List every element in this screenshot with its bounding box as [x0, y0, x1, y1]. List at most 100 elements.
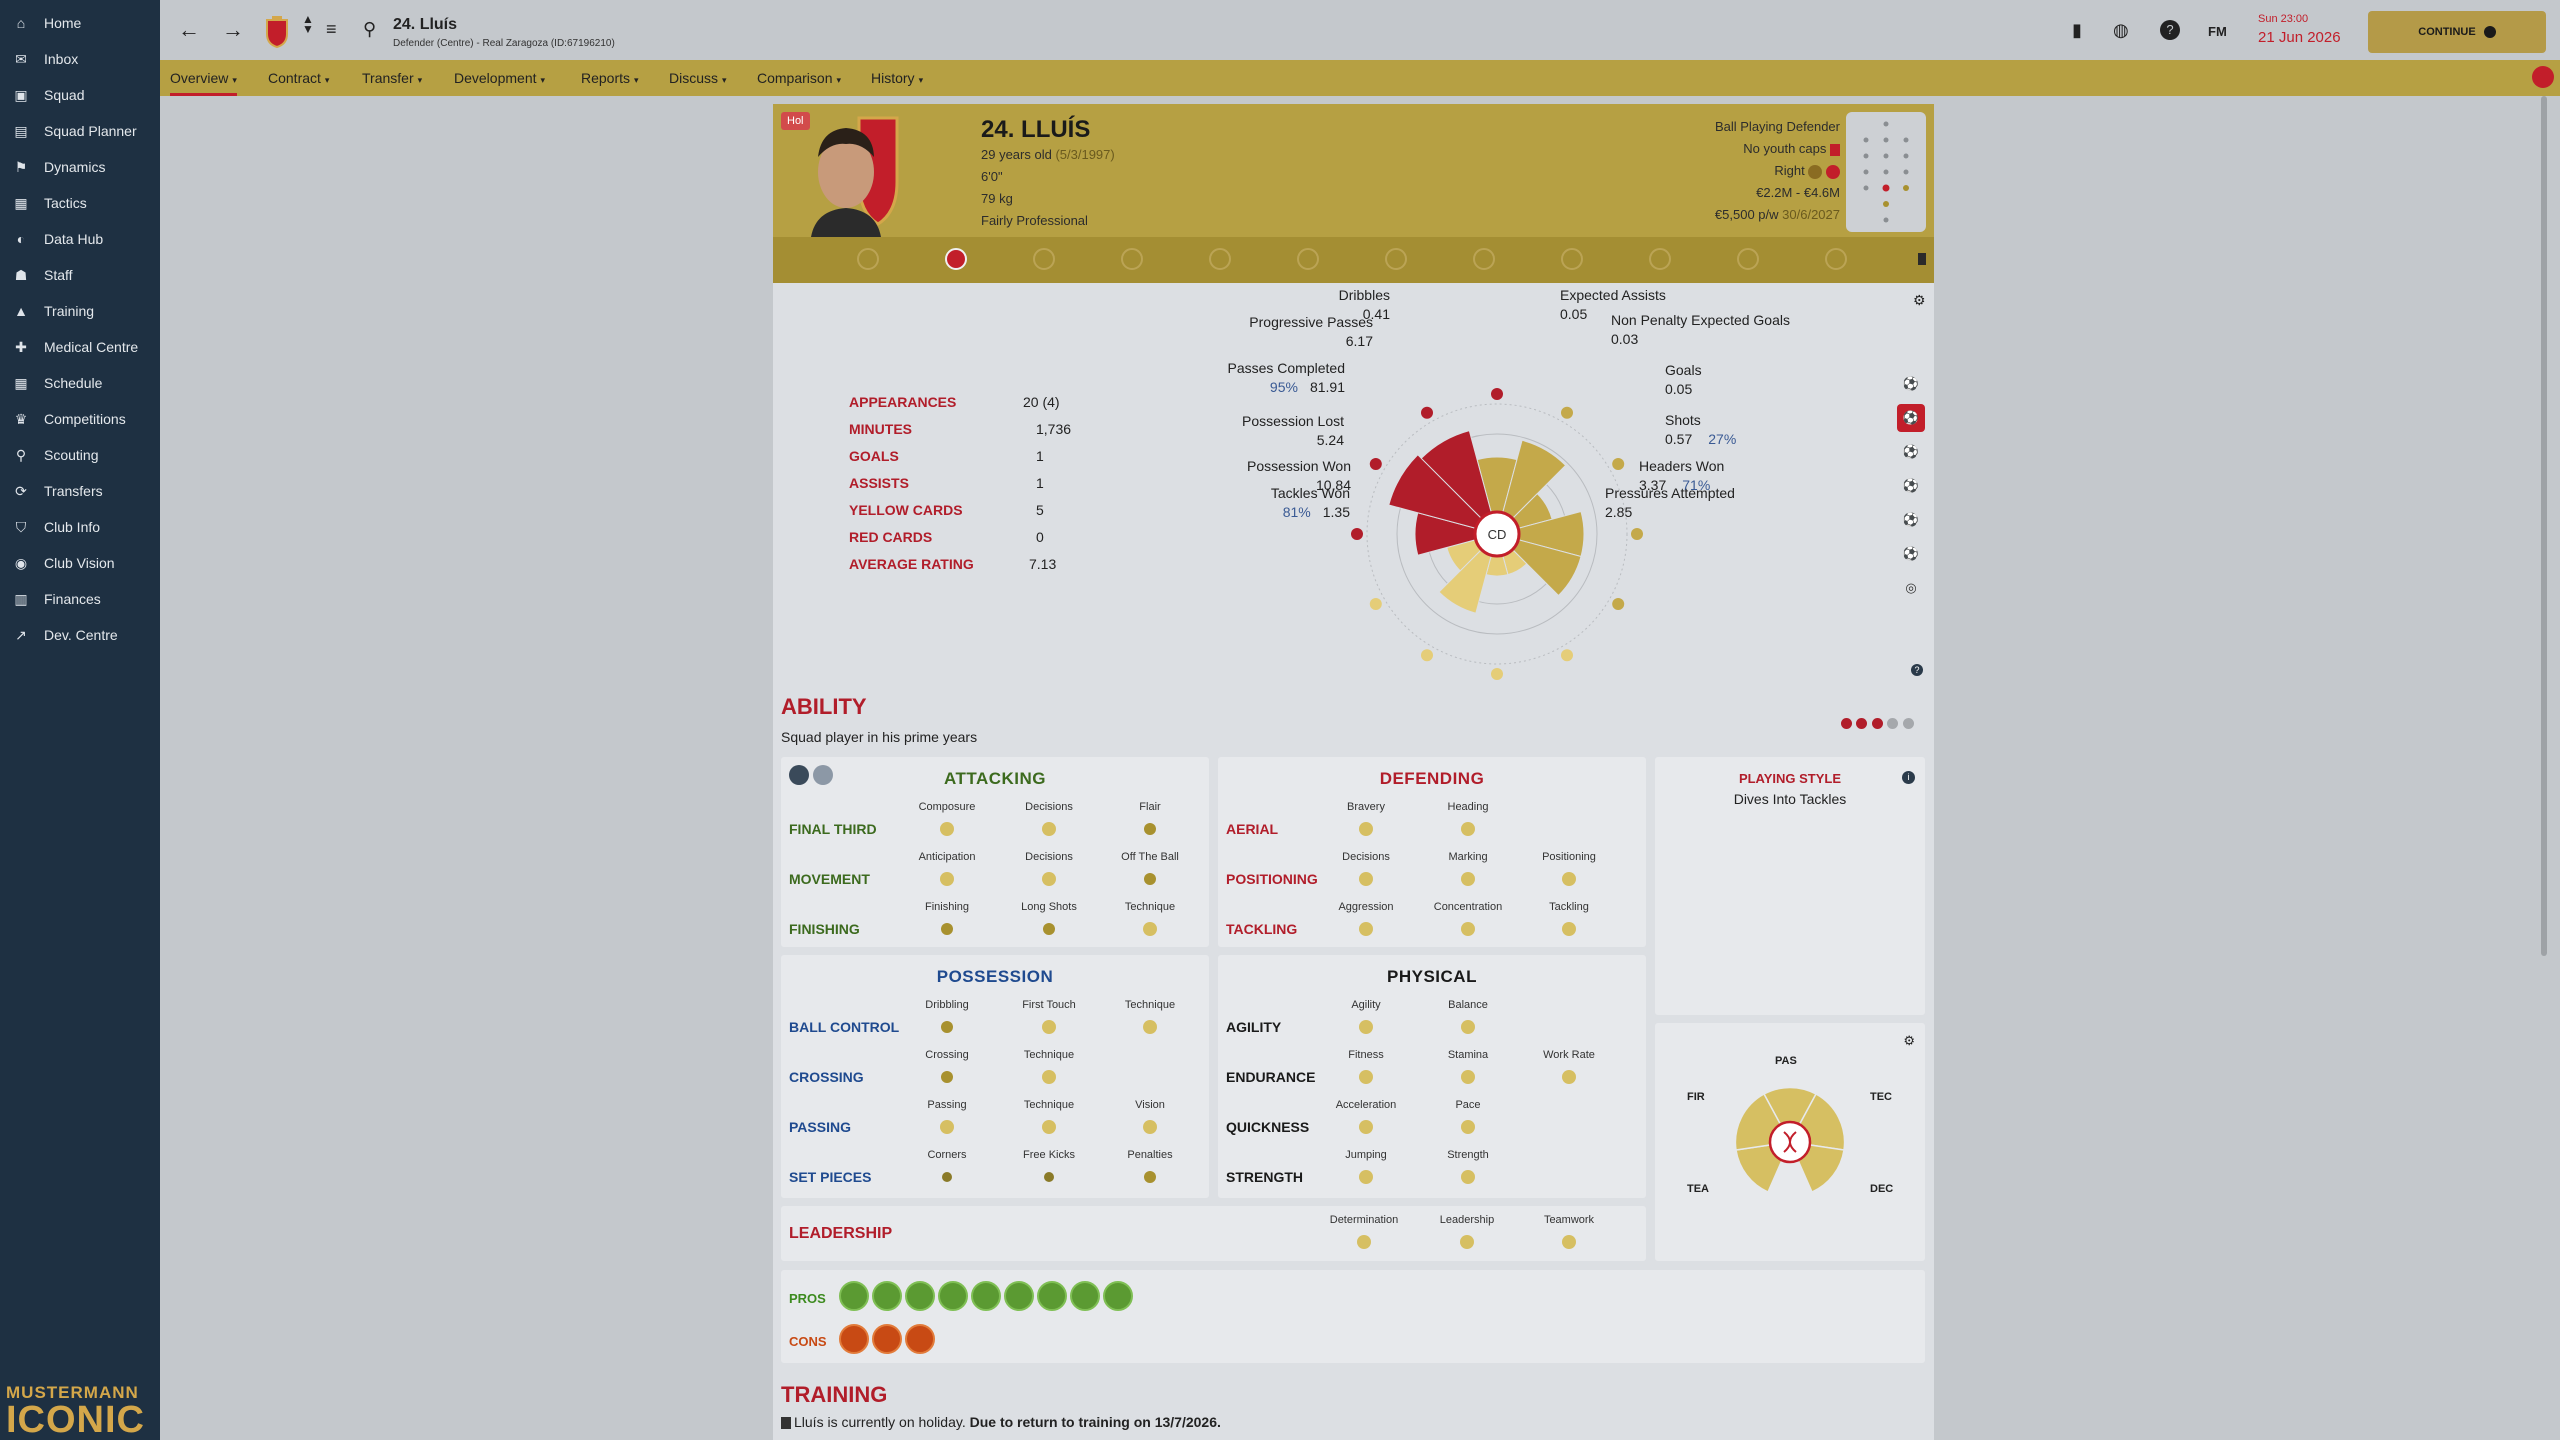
radar-metric[interactable]: Expected Assists 0.05 — [1560, 287, 1666, 322]
tab-transfer[interactable]: Transfer ▾ — [362, 70, 423, 86]
sidebar-item-tactics[interactable]: ▦ Tactics — [0, 185, 160, 221]
radar-metric[interactable]: Shots 0.57 27% — [1665, 412, 1737, 447]
duty-icon[interactable] — [813, 765, 833, 785]
menu-icon[interactable]: ≡ — [326, 19, 337, 39]
sidebar-item-squad[interactable]: ▣ Squad — [0, 77, 160, 113]
radar-metric-dot[interactable] — [1421, 406, 1433, 419]
tab-comparison[interactable]: Comparison ▾ — [757, 70, 842, 86]
attribute-item[interactable]: Heading — [1423, 801, 1513, 836]
sidebar-item-staff[interactable]: ☗ Staff — [0, 257, 160, 293]
radar-view-icon[interactable]: ⚽ — [1902, 376, 1920, 391]
profile-tab-icon[interactable] — [1825, 248, 1847, 270]
sidebar-item-transfers[interactable]: ⟳ Transfers — [0, 473, 160, 509]
attribute-item[interactable]: Fitness — [1321, 1049, 1411, 1084]
radar-metric[interactable]: Goals 0.05 — [1665, 362, 1702, 397]
profile-tab-icon[interactable] — [1737, 248, 1759, 270]
notification-icon[interactable] — [2532, 66, 2554, 88]
radar-metric-dot[interactable] — [1491, 388, 1503, 400]
attribute-item[interactable]: Free Kicks — [1004, 1149, 1094, 1182]
radar-view-icon[interactable]: ⚽ — [1902, 512, 1920, 527]
profile-tab-icon[interactable] — [1033, 248, 1055, 270]
attribute-item[interactable]: Pace — [1423, 1099, 1513, 1134]
attribute-item[interactable]: Decisions — [1004, 801, 1094, 836]
con-trait-icon[interactable] — [872, 1324, 902, 1354]
pro-trait-icon[interactable] — [1004, 1281, 1034, 1311]
fm-menu-button[interactable]: FM — [2208, 24, 2227, 39]
sidebar-item-finances[interactable]: ▥ Finances — [0, 581, 160, 617]
radar-metric-dot[interactable] — [1351, 528, 1363, 540]
sidebar-item-home[interactable]: ⌂ Home — [0, 5, 160, 41]
profile-tab-icon[interactable] — [1121, 248, 1143, 270]
pro-trait-icon[interactable] — [1070, 1281, 1100, 1311]
radar-metric-dot[interactable] — [1612, 598, 1625, 610]
attribute-item[interactable]: Strength — [1423, 1149, 1513, 1184]
profile-tab-icon[interactable] — [1649, 248, 1671, 270]
attribute-item[interactable]: Agility — [1321, 999, 1411, 1034]
radar-metric[interactable]: Progressive Passes 6.17 — [1249, 314, 1373, 349]
attribute-item[interactable]: First Touch — [1004, 999, 1094, 1034]
profile-tab-icon[interactable] — [1473, 248, 1495, 270]
attribute-item[interactable]: Concentration — [1423, 901, 1513, 936]
con-trait-icon[interactable] — [839, 1324, 869, 1354]
scrollbar[interactable] — [2541, 96, 2547, 956]
attribute-item[interactable]: Technique — [1004, 1099, 1094, 1134]
radar-metric-dot[interactable] — [1561, 406, 1573, 419]
profile-tab-icon[interactable] — [945, 248, 967, 270]
attribute-item[interactable]: Technique — [1105, 999, 1195, 1034]
radar-metric[interactable]: Possession Lost 5.24 — [1242, 413, 1344, 448]
radar-metric-dot[interactable] — [1612, 458, 1625, 470]
con-trait-icon[interactable] — [905, 1324, 935, 1354]
position-pitch[interactable] — [1846, 112, 1926, 232]
attribute-item[interactable]: Penalties — [1105, 1149, 1195, 1183]
sidebar-item-club-info[interactable]: ⛉ Club Info — [0, 509, 160, 545]
info-icon[interactable]: i — [1902, 771, 1915, 784]
radar-help-icon[interactable]: ? — [1911, 664, 1923, 676]
pro-trait-icon[interactable] — [872, 1281, 902, 1311]
search-icon[interactable]: ⚲ — [363, 19, 377, 39]
profile-tab-icon[interactable] — [857, 248, 879, 270]
sidebar-item-squad-planner[interactable]: ▤ Squad Planner — [0, 113, 160, 149]
dna-settings-icon[interactable]: ⚙ — [1903, 1033, 1915, 1048]
attribute-item[interactable]: Stamina — [1423, 1049, 1513, 1084]
attribute-item[interactable]: Technique — [1004, 1049, 1094, 1084]
profile-tab-icon[interactable] — [1209, 248, 1231, 270]
sidebar-item-schedule[interactable]: ▦ Schedule — [0, 365, 160, 401]
radar-view-icon[interactable]: ◎ — [1905, 580, 1917, 595]
sidebar-item-scouting[interactable]: ⚲ Scouting — [0, 437, 160, 473]
profile-tab-icon[interactable] — [1561, 248, 1583, 270]
radar-view-icon[interactable]: ⚽ — [1902, 546, 1920, 561]
bookmark-icon[interactable]: ▮ — [2072, 20, 2082, 40]
sidebar-item-medical-centre[interactable]: ✚ Medical Centre — [0, 329, 160, 365]
radar-metric-dot[interactable] — [1369, 458, 1382, 470]
player-switcher-icon[interactable]: ▲ ▼ — [302, 12, 314, 36]
pro-trait-icon[interactable] — [839, 1281, 869, 1311]
delete-icon[interactable] — [1918, 253, 1926, 265]
radar-metric-dot[interactable] — [1491, 668, 1503, 680]
attribute-item[interactable]: Aggression — [1321, 901, 1411, 936]
attribute-item[interactable]: Determination — [1319, 1214, 1409, 1249]
game-date[interactable]: Sun 23:00 21 Jun 2026 — [2258, 13, 2341, 46]
sidebar-item-data-hub[interactable]: ◐ Data Hub — [0, 221, 160, 257]
attribute-item[interactable]: Vision — [1105, 1099, 1195, 1134]
attribute-item[interactable]: Jumping — [1321, 1149, 1411, 1184]
attribute-item[interactable]: Bravery — [1321, 801, 1411, 836]
pro-trait-icon[interactable] — [1037, 1281, 1067, 1311]
attribute-item[interactable]: Finishing — [902, 901, 992, 935]
attribute-item[interactable]: Acceleration — [1321, 1099, 1411, 1134]
attribute-item[interactable]: Technique — [1105, 901, 1195, 936]
attribute-item[interactable]: Composure — [902, 801, 992, 836]
radar-metric[interactable]: Passes Completed 95% 81.91 — [1227, 360, 1345, 395]
radar-metric[interactable]: Headers Won 3.37 71% — [1639, 458, 1725, 493]
attribute-item[interactable]: Decisions — [1321, 851, 1411, 886]
tab-overview[interactable]: Overview ▾ — [170, 70, 237, 96]
sidebar-item-dev-centre[interactable]: ↗ Dev. Centre — [0, 617, 160, 653]
globe-icon[interactable]: ◍ — [2113, 20, 2129, 40]
radar-metric-dot[interactable] — [1421, 649, 1433, 662]
radar-view-icon[interactable]: ⚽ — [1897, 404, 1925, 432]
radar-metric-dot[interactable] — [1631, 528, 1643, 540]
radar-metric[interactable]: Pressures Attempted 2.85 — [1605, 485, 1735, 520]
radar-metric[interactable]: Tackles Won 81% 1.35 — [1270, 485, 1350, 520]
radar-settings-icon[interactable]: ⚙ — [1913, 292, 1926, 308]
sidebar-item-inbox[interactable]: ✉ Inbox — [0, 41, 160, 77]
club-crest-icon[interactable] — [265, 16, 289, 48]
